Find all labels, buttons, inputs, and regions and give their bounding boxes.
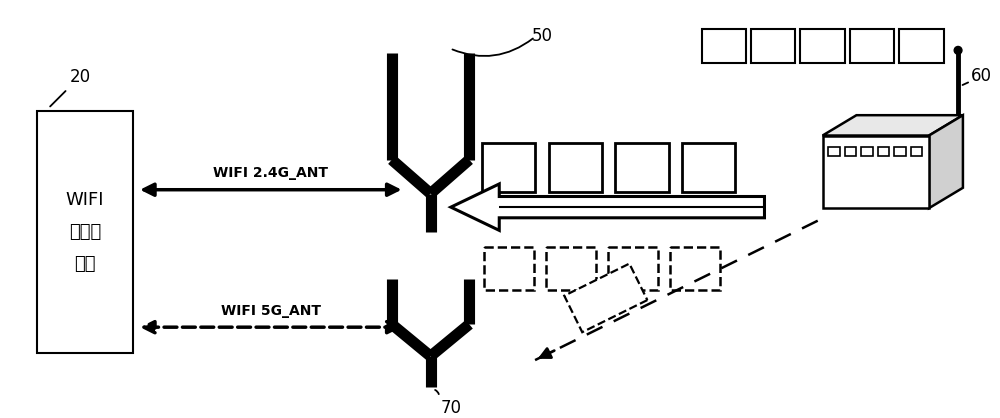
Bar [845, 147, 856, 156]
Bar [850, 29, 894, 63]
Bar [37, 111, 133, 353]
FancyArrow shape [451, 184, 764, 230]
Bar [828, 147, 840, 156]
Bar [899, 29, 944, 63]
Text: WIFI 2.4G_ANT: WIFI 2.4G_ANT [213, 166, 328, 180]
Polygon shape [564, 264, 647, 332]
Bar [670, 247, 720, 291]
Bar [751, 29, 795, 63]
Bar [823, 135, 929, 208]
Polygon shape [929, 115, 963, 208]
Bar [482, 143, 535, 192]
Bar [615, 143, 669, 192]
Bar [682, 143, 735, 192]
Bar [546, 247, 596, 291]
Bar [800, 29, 845, 63]
Bar [894, 147, 906, 156]
Bar [484, 247, 534, 291]
Text: 50: 50 [532, 27, 553, 45]
Bar [878, 147, 889, 156]
Text: WIFI
收发机
芯片: WIFI 收发机 芯片 [66, 191, 104, 273]
Bar [861, 147, 873, 156]
Text: 60: 60 [971, 67, 992, 85]
Text: 20: 20 [69, 68, 91, 86]
Polygon shape [823, 115, 963, 135]
Bar [549, 143, 602, 192]
Bar [911, 147, 922, 156]
Text: WIFI 5G_ANT: WIFI 5G_ANT [221, 303, 321, 318]
Text: 70: 70 [440, 399, 461, 417]
Bar [702, 29, 746, 63]
Bar [608, 247, 658, 291]
Circle shape [954, 46, 962, 54]
